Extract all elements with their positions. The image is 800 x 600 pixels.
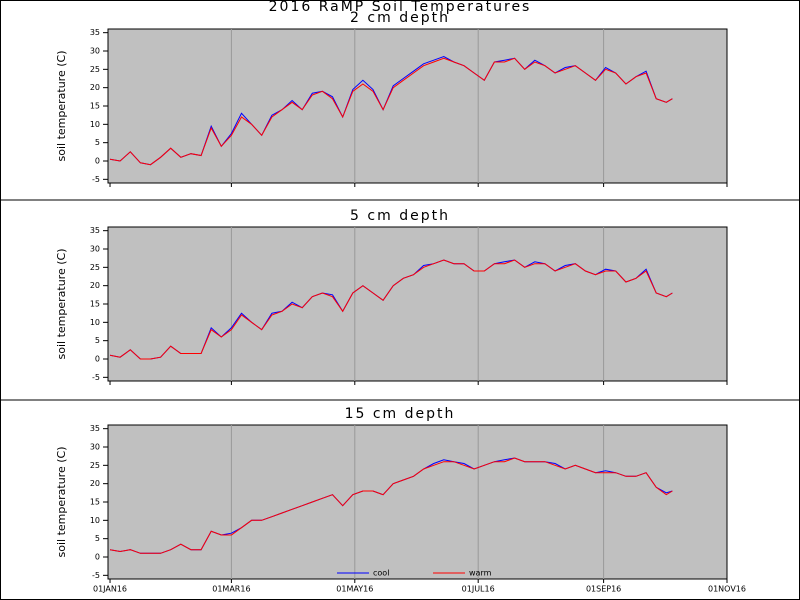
series-line — [109, 57, 673, 166]
plot-area — [107, 226, 728, 382]
y-tick-label: 15 — [90, 102, 100, 111]
y-tick-label: -5 — [92, 571, 100, 580]
y-tick-label: 25 — [90, 461, 100, 470]
y-tick-label: 25 — [90, 263, 100, 272]
y-tick-label: -5 — [92, 373, 100, 382]
y-tick-label: 15 — [90, 498, 100, 507]
x-tick-label: 01JAN16 — [93, 585, 127, 594]
plot-area — [107, 28, 728, 184]
y-tick-label: 25 — [90, 65, 100, 74]
y-tick-label: 0 — [95, 157, 100, 166]
x-tick-label: 01MAY16 — [336, 585, 373, 594]
y-tick-label: 30 — [90, 245, 100, 254]
y-tick-label: 20 — [90, 83, 100, 92]
y-tick-label: 30 — [90, 443, 100, 452]
x-tick-label: 01NOV16 — [708, 585, 746, 594]
x-tick-label: 01JUL16 — [462, 585, 495, 594]
panel-title: 15 cm depth — [345, 406, 456, 422]
panel-title: 5 cm depth — [350, 208, 450, 224]
y-tick-label: 20 — [90, 479, 100, 488]
x-tick-label: 01SEP16 — [586, 585, 621, 594]
y-axis-label: soil temperature (C) — [55, 447, 68, 558]
legend-label: warm — [469, 569, 492, 578]
y-tick-label: 10 — [90, 516, 100, 525]
y-tick-label: 15 — [90, 300, 100, 309]
y-tick-label: 5 — [95, 336, 100, 345]
plot-area — [107, 424, 728, 580]
legend-label: cool — [373, 569, 389, 578]
series-line — [109, 259, 673, 360]
y-tick-label: 5 — [95, 534, 100, 543]
y-tick-label: 30 — [90, 47, 100, 56]
panel-title: 2 cm depth — [350, 10, 450, 26]
chart-title: 2016 RaMP Soil Temperatures — [269, 0, 532, 15]
series-line — [109, 457, 673, 554]
y-tick-label: -5 — [92, 175, 100, 184]
y-axis-label: soil temperature (C) — [55, 249, 68, 360]
y-tick-label: 10 — [90, 318, 100, 327]
y-tick-label: 0 — [95, 553, 100, 562]
y-tick-label: 35 — [90, 28, 100, 37]
y-tick-label: 20 — [90, 281, 100, 290]
y-tick-label: 35 — [90, 226, 100, 235]
y-tick-label: 10 — [90, 120, 100, 129]
y-tick-label: 35 — [90, 424, 100, 433]
y-axis-label: soil temperature (C) — [55, 51, 68, 162]
y-tick-label: 5 — [95, 138, 100, 147]
x-tick-label: 01MAR16 — [212, 585, 250, 594]
y-tick-label: 0 — [95, 355, 100, 364]
